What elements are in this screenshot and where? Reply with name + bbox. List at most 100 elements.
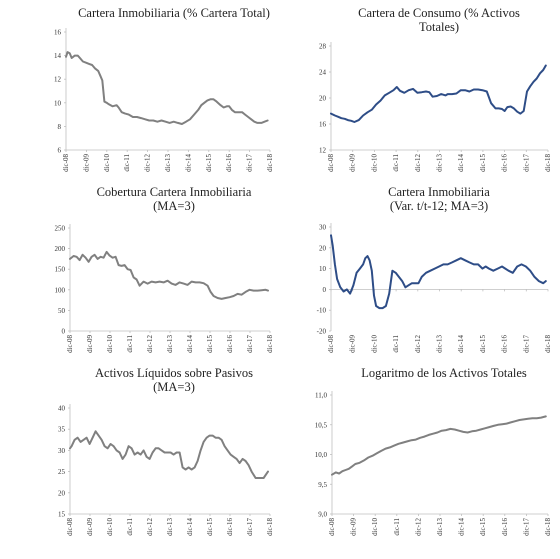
x-tick-label: dic-12 bbox=[414, 335, 422, 353]
y-tick-label: 200 bbox=[55, 245, 66, 253]
chart-title: (MA=3) bbox=[153, 199, 195, 213]
y-tick-label: 250 bbox=[55, 225, 66, 233]
x-tick-label: dic-16 bbox=[501, 518, 509, 536]
x-tick-label: dic-13 bbox=[166, 518, 174, 536]
x-tick-label: dic-17 bbox=[246, 154, 254, 172]
series-line bbox=[69, 250, 269, 300]
x-tick-label: dic-16 bbox=[226, 518, 234, 536]
x-tick-label: dic-14 bbox=[186, 335, 194, 353]
x-tick-label: dic-15 bbox=[479, 154, 487, 172]
x-tick-label: dic-14 bbox=[457, 154, 465, 172]
x-tick-label: dic-15 bbox=[206, 335, 214, 353]
x-tick-label: dic-12 bbox=[146, 518, 154, 536]
panel-logaritmo-activos-totales: Logaritmo de los Activos Totales 9,0 9,5 10… bbox=[315, 366, 552, 536]
y-tick-label: 40 bbox=[58, 405, 66, 413]
y-tick-label: 100 bbox=[55, 286, 66, 294]
y-tick-label: -20 bbox=[317, 328, 327, 336]
x-tick-label: dic-10 bbox=[106, 518, 114, 536]
x-tick-label: dic-16 bbox=[501, 154, 509, 172]
x-tick-label: dic-08 bbox=[327, 335, 335, 353]
x-tick-label: dic-10 bbox=[103, 154, 111, 172]
x-tick-label: dic-13 bbox=[436, 518, 444, 536]
x-tick-label: dic-11 bbox=[126, 335, 134, 353]
chart-title: Cartera Inmobiliaria bbox=[388, 185, 490, 199]
x-tick-label: dic-11 bbox=[393, 518, 401, 536]
y-tick-label: 20 bbox=[319, 95, 327, 103]
y-tick-label: 0 bbox=[323, 286, 327, 294]
y-tick-label: 10,5 bbox=[315, 421, 328, 429]
x-tick-label: dic-11 bbox=[126, 518, 134, 536]
x-tick-label: dic-17 bbox=[522, 335, 530, 353]
y-tick-label: 28 bbox=[319, 43, 327, 51]
x-tick-label: dic-12 bbox=[414, 154, 422, 172]
y-tick-label: 35 bbox=[58, 426, 66, 434]
x-tick-label: dic-18 bbox=[266, 154, 274, 172]
x-tick-label: dic-17 bbox=[246, 518, 254, 536]
x-tick-label: dic-15 bbox=[205, 154, 213, 172]
x-tick-label: dic-15 bbox=[479, 335, 487, 353]
x-tick-label: dic-16 bbox=[226, 335, 234, 353]
x-tick-label: dic-16 bbox=[225, 154, 233, 172]
y-tick-label: 30 bbox=[58, 447, 66, 455]
x-tick-label: dic-12 bbox=[144, 154, 152, 172]
x-tick-label: dic-17 bbox=[522, 154, 530, 172]
x-tick-label: dic-08 bbox=[66, 335, 74, 353]
y-tick-label: 12 bbox=[54, 76, 62, 84]
x-tick-label: dic-18 bbox=[266, 518, 274, 536]
x-tick-label: dic-10 bbox=[370, 335, 378, 353]
series-line bbox=[331, 415, 547, 476]
x-tick-label: dic-11 bbox=[392, 154, 400, 172]
y-tick-label: 11,0 bbox=[315, 392, 327, 400]
y-tick-label: 10 bbox=[319, 265, 327, 273]
y-tick-label: -10 bbox=[317, 307, 327, 315]
y-tick-label: 16 bbox=[319, 121, 327, 129]
y-tick-label: 12 bbox=[319, 147, 327, 155]
y-tick-label: 20 bbox=[58, 489, 66, 497]
x-tick-label: dic-16 bbox=[501, 335, 509, 353]
y-tick-label: 150 bbox=[55, 266, 66, 274]
x-tick-label: dic-10 bbox=[371, 518, 379, 536]
x-tick-label: dic-09 bbox=[86, 518, 94, 536]
x-tick-label: dic-08 bbox=[66, 518, 74, 536]
x-tick-label: dic-17 bbox=[246, 335, 254, 353]
panel-activos-liquidos-pasivos: Activos Líquidos sobre Pasivos(MA=3) 15 20… bbox=[58, 366, 274, 536]
x-tick-label: dic-13 bbox=[436, 335, 444, 353]
x-tick-label: dic-13 bbox=[166, 335, 174, 353]
y-tick-label: 9,0 bbox=[318, 511, 327, 519]
x-tick-label: dic-15 bbox=[206, 518, 214, 536]
x-tick-label: dic-09 bbox=[82, 154, 90, 172]
chart-title: Logaritmo de los Activos Totales bbox=[361, 366, 527, 380]
series-line bbox=[69, 430, 269, 479]
chart-title: Activos Líquidos sobre Pasivos bbox=[95, 366, 253, 380]
panel-cartera-inmobiliaria-variacion: Cartera Inmobiliaria(Var. t/t-12; MA=3) -… bbox=[317, 185, 552, 353]
chart-title: (Var. t/t-12; MA=3) bbox=[390, 199, 488, 213]
x-tick-label: dic-11 bbox=[392, 335, 400, 353]
y-tick-label: 8 bbox=[58, 123, 62, 131]
series-line bbox=[330, 64, 547, 123]
x-tick-label: dic-09 bbox=[349, 335, 357, 353]
y-tick-label: 9,5 bbox=[318, 481, 327, 489]
series-line bbox=[65, 51, 269, 125]
chart-title: Totales) bbox=[419, 20, 459, 34]
y-tick-label: 16 bbox=[54, 29, 62, 37]
y-tick-label: 14 bbox=[54, 52, 62, 60]
x-tick-label: dic-18 bbox=[544, 154, 552, 172]
chart-title: Cartera de Consumo (% Activos bbox=[358, 6, 520, 20]
x-tick-label: dic-13 bbox=[164, 154, 172, 172]
x-tick-label: dic-10 bbox=[370, 154, 378, 172]
x-tick-label: dic-15 bbox=[479, 518, 487, 536]
x-tick-label: dic-14 bbox=[458, 518, 466, 536]
x-tick-label: dic-17 bbox=[522, 518, 530, 536]
chart-title: (MA=3) bbox=[153, 380, 195, 394]
y-tick-label: 30 bbox=[319, 224, 327, 232]
chart-title: Cobertura Cartera Inmobiliaria bbox=[97, 185, 252, 199]
x-tick-label: dic-14 bbox=[184, 154, 192, 172]
y-tick-label: 10,0 bbox=[315, 451, 328, 459]
x-tick-label: dic-09 bbox=[349, 154, 357, 172]
x-tick-label: dic-12 bbox=[146, 335, 154, 353]
x-tick-label: dic-11 bbox=[123, 154, 131, 172]
x-tick-label: dic-10 bbox=[106, 335, 114, 353]
y-tick-label: 0 bbox=[62, 328, 66, 336]
